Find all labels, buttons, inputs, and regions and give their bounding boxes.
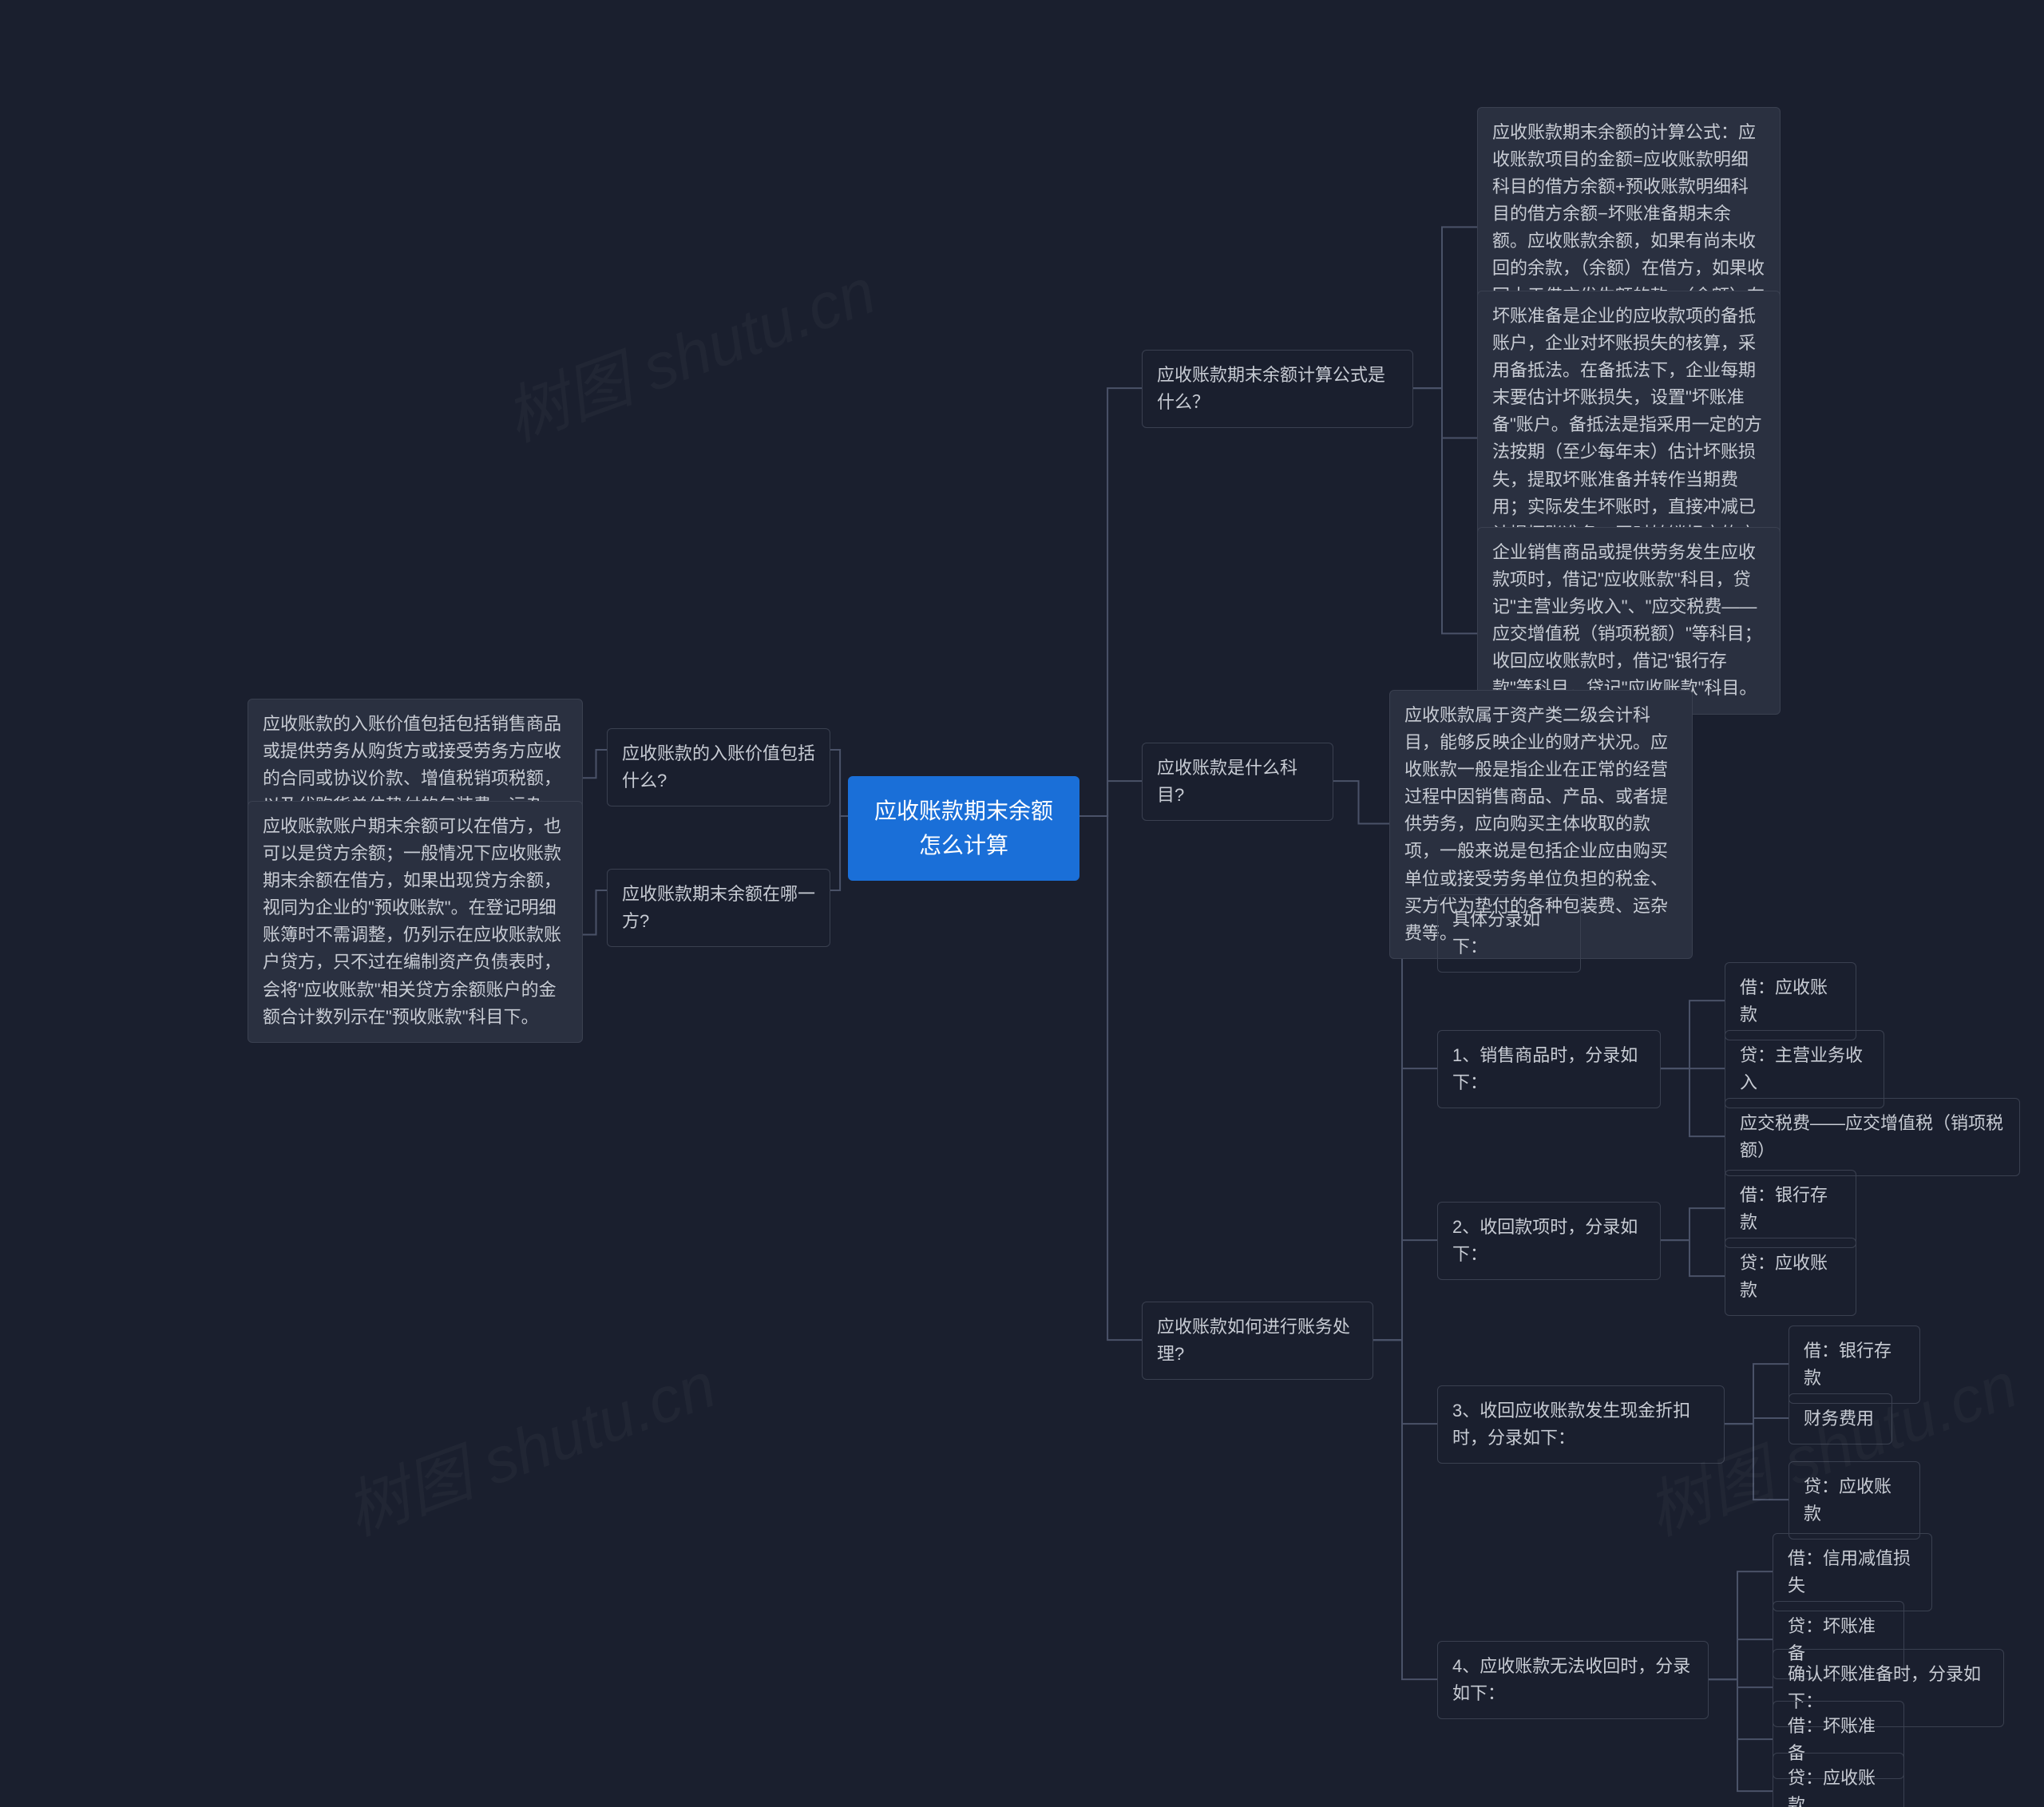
r3c3b: 财务费用 — [1788, 1393, 1892, 1444]
r3c3: 3、收回应收账款发生现金折扣时，分录如下： — [1437, 1385, 1725, 1464]
r3c1a: 借：应收账款 — [1725, 962, 1856, 1040]
r3c3c: 贷：应收账款 — [1788, 1461, 1920, 1540]
r3c4a: 借：信用减值损失 — [1773, 1533, 1932, 1611]
l1: 应收账款的入账价值包括什么? — [607, 728, 830, 806]
r3c2a: 借：银行存款 — [1725, 1170, 1856, 1248]
r3c1b: 贷：主营业务收入 — [1725, 1030, 1884, 1108]
l2d: 应收账款账户期末余额可以在借方，也可以是贷方余额；一般情况下应收账款期末余额在借… — [248, 801, 583, 1043]
r3c4: 4、应收账款无法收回时，分录如下： — [1437, 1641, 1709, 1719]
watermark: 树图 shutu.cn — [331, 1334, 727, 1554]
r3c1c: 应交税费——应交增值税（销项税额） — [1725, 1098, 2020, 1176]
r3c2b: 贷：应收账款 — [1725, 1238, 1856, 1316]
r3c2: 2、收回款项时，分录如下： — [1437, 1202, 1661, 1280]
r3c0: 具体分录如下： — [1437, 894, 1581, 973]
r1d3: 企业销售商品或提供劳务发生应收款项时，借记"应收账款"科目，贷记"主营业务收入"… — [1477, 527, 1781, 715]
r3: 应收账款如何进行账务处理? — [1142, 1302, 1373, 1380]
r2: 应收账款是什么科目? — [1142, 743, 1333, 821]
r3c1: 1、销售商品时，分录如下： — [1437, 1030, 1661, 1108]
r3c4e: 贷：应收账款 — [1773, 1753, 1904, 1807]
l2: 应收账款期末余额在哪一方? — [607, 869, 830, 947]
watermark: 树图 shutu.cn — [491, 240, 886, 460]
r3c3a: 借：银行存款 — [1788, 1326, 1920, 1404]
r1: 应收账款期末余额计算公式是什么？ — [1142, 350, 1413, 428]
root: 应收账款期末余额怎么计算 — [848, 776, 1079, 881]
